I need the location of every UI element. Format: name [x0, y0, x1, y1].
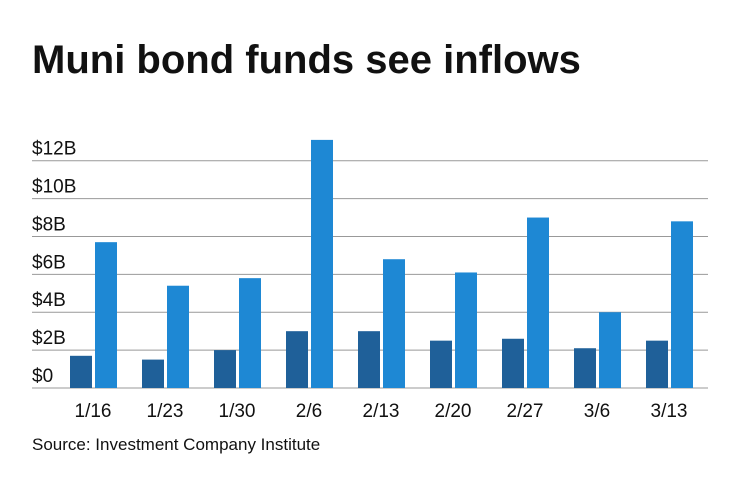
bar: [142, 359, 164, 388]
x-tick-label: 2/6: [296, 401, 322, 422]
y-tick-label: $4B: [32, 290, 66, 311]
bar: [70, 355, 92, 388]
bar: [671, 221, 693, 388]
x-tick-label: 1/16: [75, 401, 112, 422]
y-tick-label: $2B: [32, 328, 66, 349]
x-tick-label: 3/6: [584, 401, 610, 422]
bar: [286, 331, 308, 388]
x-tick-label: 2/13: [363, 401, 400, 422]
x-tick-label: 3/13: [651, 401, 688, 422]
bar: [527, 217, 549, 388]
bar: [574, 348, 596, 388]
bar: [311, 139, 333, 388]
bar: [502, 338, 524, 388]
y-tick-label: $8B: [32, 214, 66, 235]
chart-title: Muni bond funds see inflows: [32, 38, 581, 82]
x-tick-label: 2/20: [435, 401, 472, 422]
bar: [646, 340, 668, 388]
bar: [239, 278, 261, 388]
y-tick-label: $6B: [32, 252, 66, 273]
x-tick-label: 1/23: [147, 401, 184, 422]
bar: [455, 272, 477, 388]
bar: [95, 242, 117, 388]
bar: [358, 331, 380, 388]
bar: [214, 350, 236, 388]
y-tick-label: $12B: [32, 139, 76, 160]
bar: [599, 312, 621, 388]
bar: [430, 340, 452, 388]
bar: [383, 259, 405, 388]
x-tick-label: 1/30: [219, 401, 256, 422]
y-tick-label: $0: [32, 366, 53, 387]
x-tick-label: 2/27: [507, 401, 544, 422]
y-tick-label: $10B: [32, 177, 76, 198]
bar: [167, 285, 189, 388]
source-note: Source: Investment Company Institute: [32, 435, 320, 454]
